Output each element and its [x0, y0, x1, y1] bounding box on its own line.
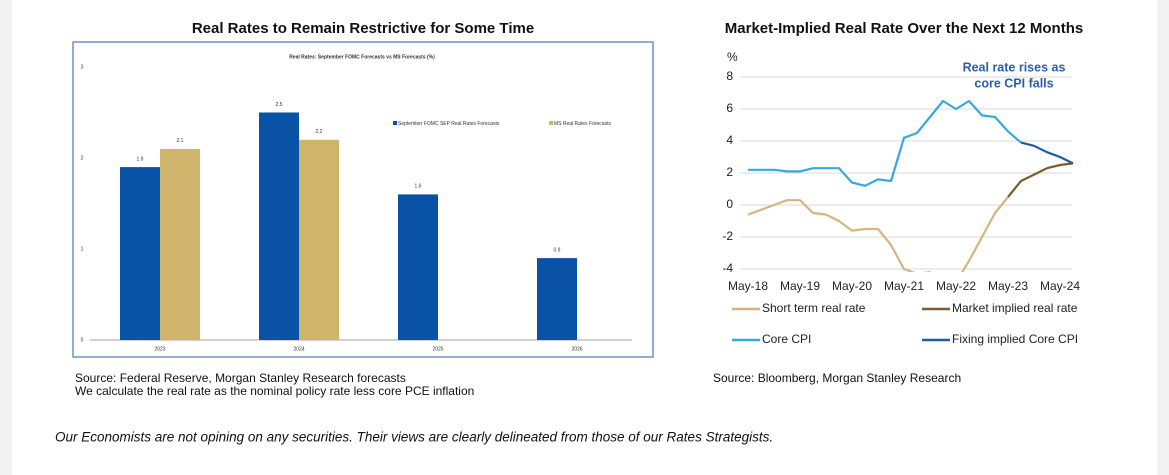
- bar-value-label: 2.5: [276, 102, 283, 108]
- x-tick-label: May-21: [884, 279, 924, 293]
- x-tick-label: 2026: [571, 346, 582, 352]
- y-tick-label: -2: [722, 229, 733, 243]
- y-tick-label: 2: [726, 165, 733, 179]
- annotation: Real rate rises as: [963, 60, 1066, 74]
- y-tick-label: 4: [726, 133, 733, 147]
- bar: [160, 148, 200, 340]
- y-axis-unit: %: [727, 50, 738, 64]
- x-tick-label: 2025: [432, 346, 443, 352]
- y-tick-label: -4: [722, 261, 733, 275]
- bar: [120, 167, 160, 340]
- bar: [259, 112, 299, 340]
- bar: [537, 258, 577, 340]
- x-tick-label: May-18: [728, 279, 768, 293]
- y-tick-label: 2: [81, 155, 84, 161]
- bar-value-label: 2.2: [316, 129, 323, 135]
- legend-swatch: [393, 121, 397, 125]
- x-tick-label: May-22: [936, 279, 976, 293]
- line-series: [747, 196, 1009, 272]
- bar-value-label: 1.6: [415, 184, 422, 190]
- line-series: [1020, 141, 1074, 165]
- chart-title: Real Rates to Remain Restrictive for Som…: [192, 20, 534, 37]
- bar: [299, 139, 339, 340]
- y-tick-label: 8: [726, 69, 733, 83]
- legend-swatch: [549, 121, 553, 125]
- source-note: Source: Bloomberg, Morgan Stanley Resear…: [713, 371, 961, 385]
- plot-area: [747, 99, 1074, 272]
- source-note: We calculate the real rate as the nomina…: [75, 384, 474, 398]
- legend-label: September FOMC SEP Real Rates Forecasts: [398, 121, 500, 127]
- legend-label: Core CPI: [762, 332, 811, 346]
- legend-label: Market implied real rate: [952, 301, 1078, 315]
- source-note: Source: Federal Reserve, Morgan Stanley …: [75, 371, 406, 385]
- bar-value-label: 2.1: [177, 138, 184, 144]
- y-tick-label: 6: [726, 101, 733, 115]
- x-tick-label: May-24: [1040, 279, 1080, 293]
- x-tick-label: May-23: [988, 279, 1028, 293]
- chart-frame: [72, 41, 654, 358]
- legend-label: MS Real Rates Forecasts: [554, 121, 611, 127]
- chart-subtitle: Real Rates: September FOMC Forecasts vs …: [289, 54, 435, 60]
- line-series: [748, 99, 1022, 187]
- x-tick-label: May-19: [780, 279, 820, 293]
- line-series: [1007, 162, 1074, 198]
- y-tick-label: 0: [81, 337, 84, 343]
- y-tick-label: 0: [726, 197, 733, 211]
- bar-value-label: 0.9: [554, 247, 561, 253]
- x-tick-label: 2023: [154, 346, 165, 352]
- chart-title: Market-Implied Real Rate Over the Next 1…: [725, 20, 1083, 37]
- bar: [398, 194, 438, 340]
- x-tick-label: 2024: [293, 346, 304, 352]
- legend-label: Short term real rate: [762, 301, 866, 315]
- bar-value-label: 1.9: [137, 156, 144, 162]
- y-tick-label: 1: [81, 246, 84, 252]
- y-tick-label: 3: [81, 64, 84, 70]
- annotation: core CPI falls: [974, 76, 1053, 90]
- disclaimer: Our Economists are not opining on any se…: [55, 430, 773, 445]
- legend-label: Fixing implied Core CPI: [952, 332, 1078, 346]
- x-tick-label: May-20: [832, 279, 872, 293]
